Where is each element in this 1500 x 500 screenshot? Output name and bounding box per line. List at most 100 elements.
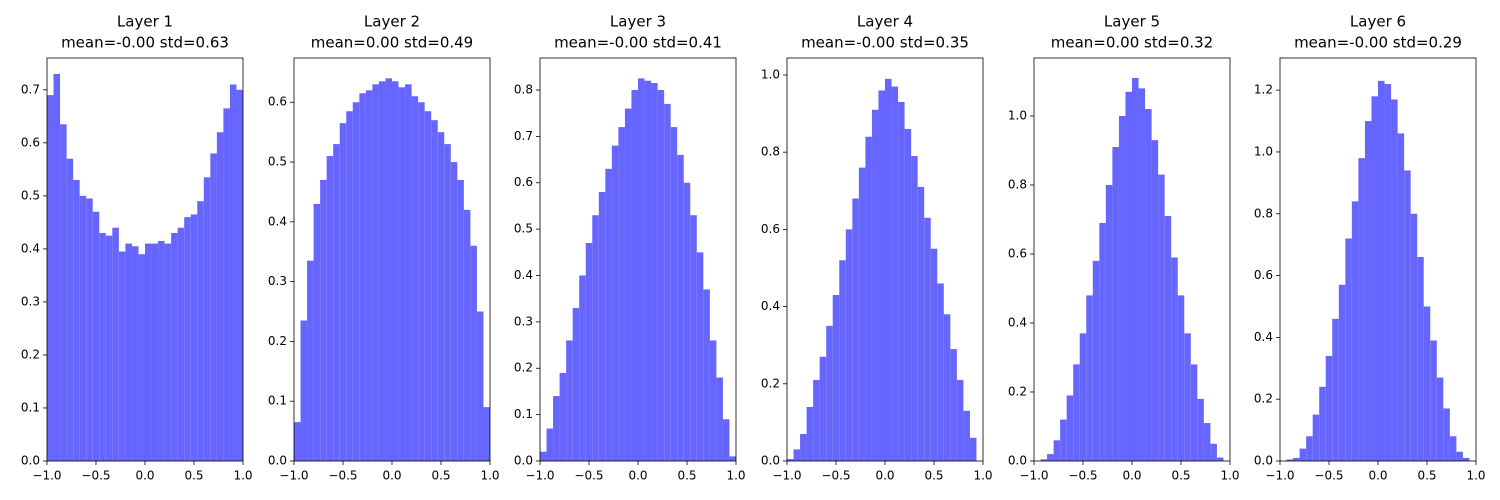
x-tick-label: 0.5: [184, 469, 203, 483]
bar: [1456, 451, 1463, 461]
x-tick-label: 0.5: [1417, 469, 1436, 483]
bar: [307, 260, 314, 461]
bar: [722, 419, 730, 461]
bar: [878, 90, 885, 461]
bar: [1132, 78, 1139, 461]
bar: [716, 377, 723, 461]
bar: [1358, 158, 1365, 461]
bar: [1203, 423, 1211, 461]
bar: [1073, 364, 1080, 461]
x-tick-label: −0.5: [574, 469, 603, 483]
bar: [346, 111, 353, 461]
y-tick-label: 0.1: [514, 407, 533, 421]
bar: [313, 203, 321, 461]
bar: [806, 406, 814, 461]
bar: [787, 459, 794, 461]
y-tick-label: 0.4: [21, 241, 40, 255]
bar: [943, 314, 951, 461]
bar: [1047, 454, 1054, 461]
bar: [800, 433, 807, 461]
bar: [378, 81, 386, 461]
bar: [638, 78, 645, 461]
bar: [683, 182, 691, 461]
bar: [1145, 109, 1152, 462]
bar: [677, 154, 684, 461]
x-tick-label: −0.5: [1068, 469, 1097, 483]
bar: [826, 325, 833, 461]
bar: [1164, 216, 1172, 461]
bar: [392, 81, 399, 461]
bar: [1190, 364, 1198, 461]
y-tick-label: 0.6: [514, 175, 533, 189]
bar: [476, 311, 484, 461]
y-tick-label: 0.5: [268, 155, 287, 169]
bar: [1197, 398, 1204, 461]
bar: [385, 78, 392, 461]
panel-title: Layer 6: [1350, 13, 1406, 31]
x-tick-label: −0.5: [821, 469, 850, 483]
bar: [904, 129, 912, 461]
bar: [66, 158, 74, 461]
bar: [339, 123, 347, 462]
y-tick-label: 0.0: [1008, 454, 1027, 468]
bar: [572, 307, 580, 461]
x-tick-label: 0.0: [1122, 469, 1141, 483]
bar: [1060, 419, 1067, 461]
x-tick-label: 0.5: [431, 469, 450, 483]
bar: [664, 103, 671, 462]
bar: [131, 246, 139, 461]
x-tick-label: 1.0: [1466, 469, 1485, 483]
bar: [1040, 459, 1048, 461]
bar: [99, 232, 106, 461]
bar: [930, 248, 938, 461]
bar: [865, 136, 872, 461]
x-tick-label: 0.0: [1368, 469, 1387, 483]
bar: [223, 108, 230, 461]
bar: [145, 243, 152, 461]
bar: [1384, 83, 1392, 462]
panel-subtitle: mean=-0.00 std=0.63: [61, 34, 229, 52]
x-tick-label: 1.0: [726, 469, 745, 483]
x-tick-label: −1.0: [1265, 469, 1294, 483]
panel-subtitle: mean=-0.00 std=0.29: [1294, 34, 1462, 52]
y-tick-label: 0.4: [761, 299, 780, 313]
y-tick-label: 0.6: [21, 135, 40, 149]
bar: [813, 379, 820, 461]
bar: [598, 192, 606, 461]
bar: [546, 428, 554, 461]
bar: [1371, 96, 1378, 461]
bar: [1210, 443, 1217, 461]
bar: [1391, 99, 1398, 462]
bar: [359, 93, 366, 461]
panel-title: Layer 3: [610, 13, 666, 31]
bar: [631, 89, 638, 462]
x-tick-label: −0.5: [81, 469, 110, 483]
panel: Layer 1 mean=-0.00 std=0.63 −1.0 −0.5 0.0 0.5…: [21, 13, 253, 483]
bar: [411, 96, 419, 461]
bar: [1293, 457, 1300, 461]
bar: [184, 217, 191, 461]
bar: [819, 356, 827, 461]
bar: [605, 168, 612, 461]
bar: [852, 198, 859, 461]
panel: Layer 2 mean=0.00 std=0.49 −1.0 −0.5 0.0 0.5 1…: [268, 13, 500, 483]
bar: [1125, 91, 1132, 461]
x-tick-label: 0.5: [924, 469, 943, 483]
bar: [858, 167, 866, 461]
bar: [1443, 408, 1450, 461]
bar: [1332, 318, 1339, 461]
bar: [969, 437, 977, 461]
bar: [1138, 88, 1146, 462]
bar: [177, 227, 185, 461]
bar: [294, 422, 301, 461]
bar: [118, 251, 126, 461]
y-tick-label: 0.3: [268, 274, 287, 288]
bar: [418, 102, 425, 462]
bar: [1286, 459, 1294, 461]
y-tick-label: 0.4: [1008, 315, 1027, 329]
bar: [333, 144, 340, 461]
bar: [950, 349, 957, 461]
bar: [956, 379, 964, 461]
bar: [1171, 257, 1178, 461]
bar: [450, 162, 458, 461]
